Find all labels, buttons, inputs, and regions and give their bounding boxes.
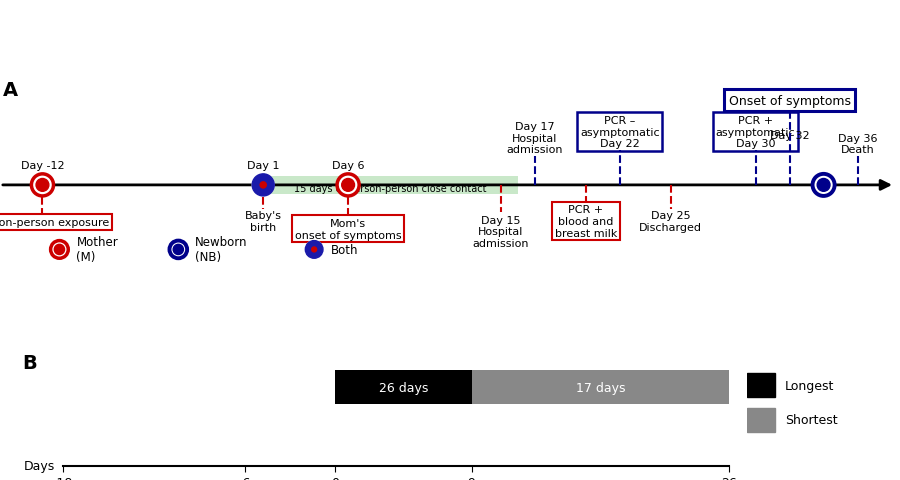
Text: Days: Days	[24, 459, 56, 472]
Text: Day -12: Day -12	[21, 161, 64, 171]
Text: Day 6: Day 6	[332, 161, 365, 171]
Circle shape	[305, 241, 323, 259]
Text: Mother
(M): Mother (M)	[76, 236, 118, 264]
Text: Day 15
Hospital
admission: Day 15 Hospital admission	[472, 215, 529, 248]
Text: Shortest: Shortest	[785, 414, 837, 427]
Text: 17 days: 17 days	[576, 381, 626, 394]
Text: PCR +
blood and
breast milk: PCR + blood and breast milk	[554, 205, 617, 238]
Circle shape	[813, 175, 834, 196]
Text: Day 17
Hospital
admission: Day 17 Hospital admission	[507, 122, 563, 155]
Circle shape	[54, 245, 65, 255]
Circle shape	[252, 175, 274, 196]
Text: Day 36
Death: Day 36 Death	[838, 133, 878, 155]
Text: 26 days: 26 days	[379, 381, 428, 394]
Text: Longest: Longest	[785, 379, 834, 392]
Circle shape	[169, 241, 187, 259]
Text: Both: Both	[331, 243, 358, 256]
Circle shape	[311, 247, 317, 252]
Circle shape	[50, 241, 68, 259]
Circle shape	[173, 245, 184, 255]
Text: Baby's
birth: Baby's birth	[245, 211, 282, 232]
Circle shape	[252, 175, 274, 196]
Text: Person-person exposure: Person-person exposure	[0, 218, 110, 228]
Circle shape	[817, 179, 830, 192]
Text: Day 25
Discharged: Day 25 Discharged	[639, 211, 702, 232]
Circle shape	[338, 175, 359, 196]
Bar	[747, 373, 775, 397]
Text: 15 days of person-person close contact: 15 days of person-person close contact	[294, 184, 487, 194]
Bar	[747, 408, 775, 432]
Text: Day 32: Day 32	[770, 131, 809, 141]
Text: Day 1: Day 1	[247, 161, 280, 171]
Bar	[336, 370, 729, 405]
Text: Onset of symptoms: Onset of symptoms	[729, 95, 850, 108]
Circle shape	[305, 241, 323, 259]
Text: Mom's
onset of symptoms: Mom's onset of symptoms	[295, 218, 401, 240]
Text: PCR +
asymptomatic
Day 30: PCR + asymptomatic Day 30	[716, 116, 796, 149]
Circle shape	[342, 179, 355, 192]
Text: PCR –
asymptomatic
Day 22: PCR – asymptomatic Day 22	[580, 116, 660, 149]
Circle shape	[260, 182, 266, 189]
Text: B: B	[22, 353, 37, 372]
Text: Newborn
(NB): Newborn (NB)	[195, 236, 248, 264]
Circle shape	[36, 179, 49, 192]
Bar	[472, 370, 729, 405]
Bar	[263, 176, 518, 195]
Text: A: A	[4, 81, 19, 99]
Circle shape	[32, 175, 53, 196]
